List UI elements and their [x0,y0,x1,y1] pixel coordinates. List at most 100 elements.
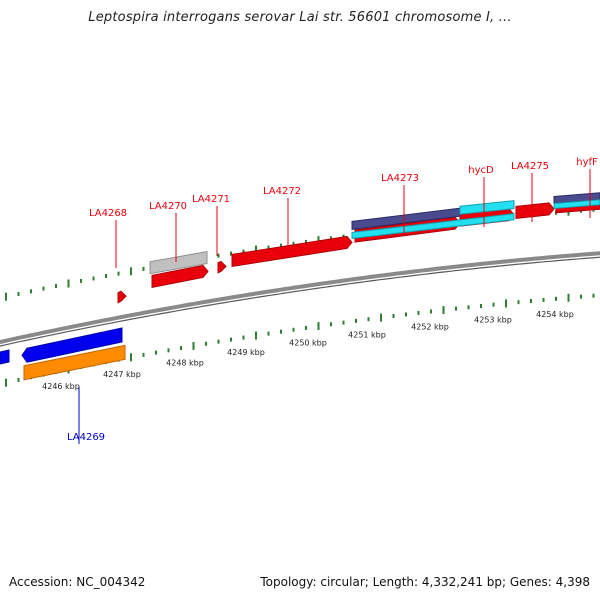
cds-la4269 [21,327,123,363]
backbone-shadow [0,256,600,347]
lower-track-tick [317,322,320,331]
kbp-tick-label: 4251 kbp [348,330,386,339]
gene-label: LA4272 [263,186,301,197]
lower-track-tick [580,294,582,299]
lower-track-tick [392,314,395,319]
upper-track-tick [17,291,20,296]
map-title: Leptospira interrogans serovar Lai str. … [88,10,512,25]
upper-track-tick [55,284,57,289]
cds-small-arrow [117,290,127,304]
cds-la4271 [217,260,227,274]
upper-track-tick [42,286,45,291]
lower-track-tick [492,302,495,307]
gene-label: LA4275 [511,161,549,172]
upper-track-tick [5,292,7,301]
upper-track-tick [117,271,120,276]
kbp-tick-label: 4250 kbp [289,339,327,348]
upper-track-tick [130,267,132,276]
cds-la4270 [151,264,209,288]
lower-track-tick [542,297,545,302]
gene-grey-block [149,251,208,275]
gene-la4269-orange [23,344,126,381]
lower-track-tick [380,313,382,322]
upper-track-tick [80,278,82,283]
lower-track-tick [230,337,232,342]
kbp-tick-label: 4247 kbp [103,370,141,379]
gene-navy-block [351,207,461,230]
gene-label: LA4270 [149,201,187,212]
upper-track-tick [305,239,307,244]
lower-track-tick [155,350,157,355]
lower-track-tick [555,296,557,301]
kbp-tick-label: 4246 kbp [42,382,80,391]
upper-track-tick [255,245,257,254]
cds-la4275 [515,202,555,219]
kbp-tick-label: 4252 kbp [411,323,449,332]
gene-label: LA4269 [67,432,105,443]
upper-track-tick [30,289,32,294]
gene-label: hycD [468,165,494,176]
gene-cyan-strip [351,213,515,239]
feature-tracks [0,192,600,381]
lower-track-tick [167,348,170,353]
accession-text: Accession: NC_004342 [9,575,146,589]
lower-track-tick [217,339,220,344]
upper-track-tick [105,274,107,279]
lower-track-tick [5,378,7,387]
cds-la4272 [231,235,353,268]
upper-track-tick [92,276,95,281]
lower-track-tick [280,329,282,334]
cds-reverse-left [0,349,10,365]
lower-track-tick [342,320,345,325]
gene-label: LA4271 [192,194,230,205]
kbp-tick-label: 4248 kbp [166,358,204,367]
lower-track-tick [367,317,370,322]
genome-summary-text: Topology: circular; Length: 4,332,241 bp… [260,575,590,589]
gene-label: hyfF [576,157,598,168]
upper-track-tick [267,245,270,250]
lower-track-tick [455,306,457,311]
lower-track-tick [267,331,270,336]
upper-track-tick [230,251,232,256]
kbp-tick-label: 4249 kbp [227,348,265,357]
upper-track-tick [217,253,220,258]
gene-cyan-strip-right [553,199,600,209]
upper-track-tick [280,243,282,248]
lower-track-tick [567,293,570,302]
upper-track-tick [242,249,245,254]
gene-navy-block-right [553,192,600,204]
lower-track-tick [180,346,182,351]
lower-track-tick [442,306,445,315]
upper-track-tick [67,279,70,288]
kbp-tick-labels: 4246 kbp 4247 kbp 4248 kbp 4249 kbp 4250 kbp… [42,310,574,391]
lower-track-tick [330,322,332,327]
lower-track-tick [142,352,145,357]
upper-track-tick [292,241,295,246]
lower-track-tick [505,299,507,308]
upper-track-tick [142,266,145,271]
gene-cyan-block [459,200,515,215]
lower-track-tick [417,310,420,315]
lower-track-tick [242,335,245,340]
chromosome-backbone [0,251,600,347]
lower-track-tick [205,341,207,346]
lower-track-tick [305,325,307,330]
lower-track-tick [255,331,257,340]
upper-track-tick [317,236,320,245]
backbone-line [0,251,600,345]
lower-track-tick [530,299,532,304]
lower-track-tick [355,318,357,323]
kbp-tick-label: 4254 kbp [536,310,574,319]
lower-track-tick [130,353,132,362]
kbp-tick-label: 4253 kbp [474,316,512,325]
upper-track-tick [330,236,332,241]
gene-labels: LA4268 LA4269 LA4270 LA4271 LA4272 LA4273 hycD… [67,157,598,444]
lower-track-tick [292,327,295,332]
lower-track-tick [17,377,20,382]
lower-track-tick [517,300,520,305]
lower-track-tick [592,293,595,298]
lower-track-tick [192,341,195,350]
gene-label: LA4268 [89,208,127,219]
lower-track-tick [430,309,432,314]
